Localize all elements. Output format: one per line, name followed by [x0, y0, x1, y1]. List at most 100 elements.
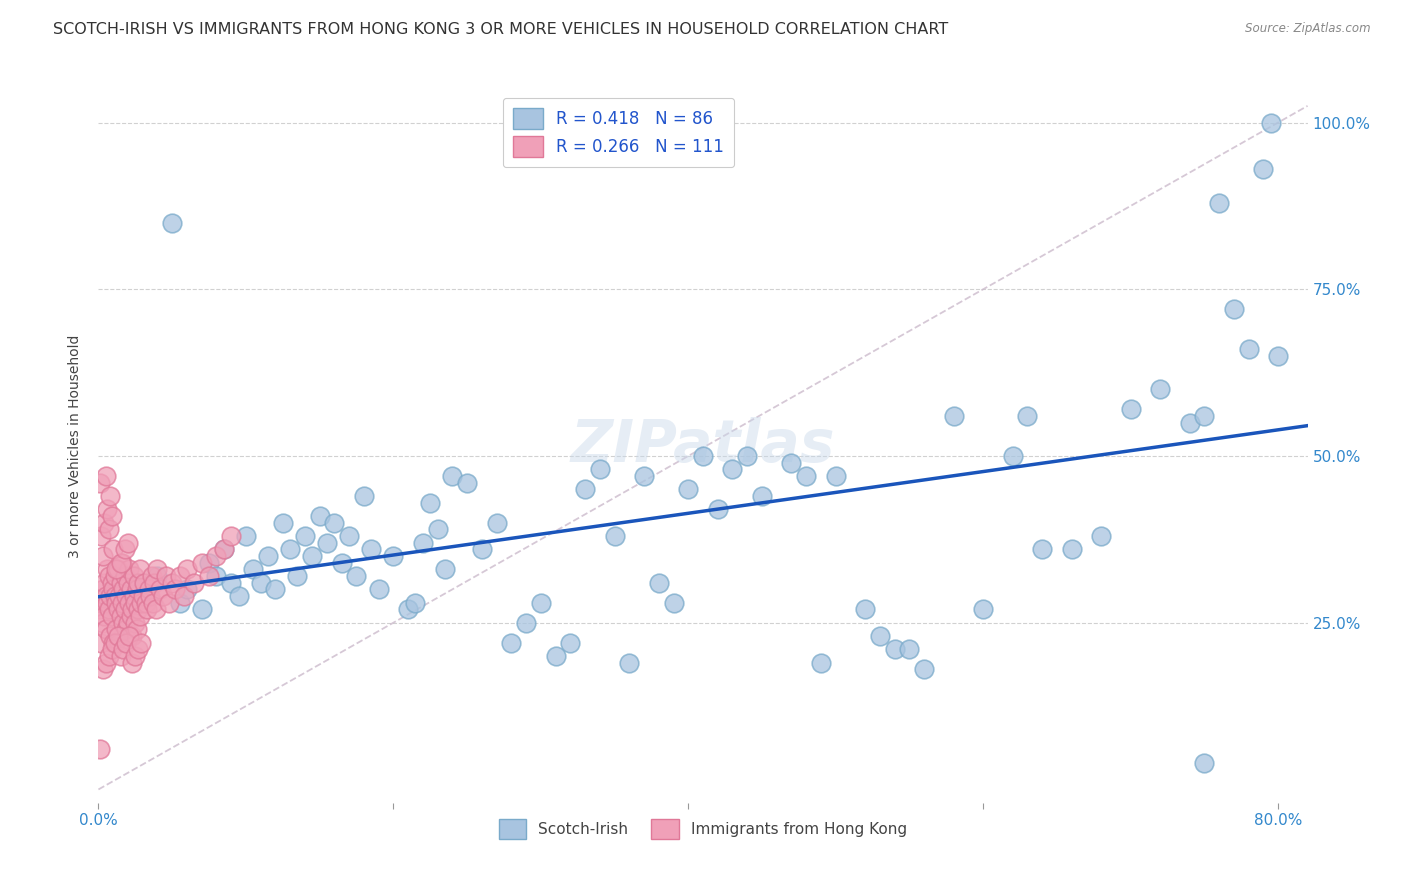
- Point: [426, 522, 449, 536]
- Point: [603, 529, 626, 543]
- Point: [1060, 542, 1083, 557]
- Point: [93, 609, 115, 624]
- Point: [94, 589, 117, 603]
- Point: [337, 529, 360, 543]
- Point: [294, 529, 316, 543]
- Point: [115, 589, 138, 603]
- Point: [212, 542, 235, 557]
- Point: [141, 569, 163, 583]
- Point: [136, 602, 159, 616]
- Point: [456, 475, 478, 490]
- Point: [183, 575, 205, 590]
- Point: [1017, 409, 1039, 423]
- Point: [205, 569, 228, 583]
- Point: [114, 569, 136, 583]
- Point: [619, 656, 641, 670]
- Point: [97, 569, 120, 583]
- Point: [101, 582, 124, 597]
- Point: [122, 589, 145, 603]
- Point: [1208, 195, 1230, 210]
- Legend: Scotch-Irish, Immigrants from Hong Kong: Scotch-Irish, Immigrants from Hong Kong: [492, 814, 914, 845]
- Point: [1090, 529, 1112, 543]
- Point: [287, 569, 309, 583]
- Point: [98, 629, 121, 643]
- Point: [219, 529, 242, 543]
- Point: [107, 602, 129, 616]
- Point: [751, 489, 773, 503]
- Point: [169, 569, 191, 583]
- Point: [198, 569, 221, 583]
- Point: [228, 589, 250, 603]
- Point: [108, 636, 131, 650]
- Point: [360, 542, 382, 557]
- Point: [139, 589, 162, 603]
- Point: [648, 575, 671, 590]
- Point: [125, 582, 148, 597]
- Point: [118, 596, 141, 610]
- Point: [1119, 402, 1142, 417]
- Point: [112, 642, 135, 657]
- Point: [101, 542, 124, 557]
- Point: [898, 642, 921, 657]
- Point: [501, 636, 523, 650]
- Point: [107, 629, 129, 643]
- Point: [127, 602, 149, 616]
- Point: [117, 615, 139, 630]
- Point: [97, 522, 120, 536]
- Point: [121, 602, 143, 616]
- Point: [589, 462, 612, 476]
- Point: [353, 489, 375, 503]
- Point: [100, 642, 122, 657]
- Point: [120, 582, 142, 597]
- Point: [96, 596, 118, 610]
- Point: [942, 409, 965, 423]
- Point: [105, 562, 128, 576]
- Point: [97, 602, 120, 616]
- Point: [883, 642, 905, 657]
- Point: [810, 656, 832, 670]
- Point: [96, 562, 118, 576]
- Point: [110, 575, 132, 590]
- Point: [176, 582, 198, 597]
- Point: [90, 596, 112, 610]
- Point: [89, 475, 111, 490]
- Point: [824, 469, 846, 483]
- Point: [128, 609, 150, 624]
- Point: [485, 516, 508, 530]
- Point: [574, 483, 596, 497]
- Point: [91, 582, 114, 597]
- Text: SCOTCH-IRISH VS IMMIGRANTS FROM HONG KONG 3 OR MORE VEHICLES IN HOUSEHOLD CORREL: SCOTCH-IRISH VS IMMIGRANTS FROM HONG KON…: [53, 22, 949, 37]
- Point: [89, 742, 111, 756]
- Point: [323, 516, 346, 530]
- Point: [118, 562, 141, 576]
- Point: [115, 623, 138, 637]
- Point: [1149, 382, 1171, 396]
- Point: [94, 623, 117, 637]
- Point: [104, 636, 127, 650]
- Point: [104, 569, 127, 583]
- Point: [367, 582, 389, 597]
- Point: [242, 562, 264, 576]
- Point: [93, 575, 115, 590]
- Point: [108, 589, 131, 603]
- Point: [1267, 349, 1289, 363]
- Point: [110, 649, 132, 664]
- Point: [721, 462, 744, 476]
- Point: [972, 602, 994, 616]
- Point: [412, 535, 434, 549]
- Point: [404, 596, 426, 610]
- Point: [98, 489, 121, 503]
- Point: [125, 623, 148, 637]
- Point: [633, 469, 655, 483]
- Point: [869, 629, 891, 643]
- Point: [249, 575, 271, 590]
- Point: [120, 609, 142, 624]
- Point: [152, 589, 174, 603]
- Point: [235, 529, 257, 543]
- Point: [124, 596, 146, 610]
- Point: [110, 609, 132, 624]
- Text: Source: ZipAtlas.com: Source: ZipAtlas.com: [1246, 22, 1371, 36]
- Point: [114, 602, 136, 616]
- Point: [1253, 162, 1275, 177]
- Point: [912, 662, 935, 676]
